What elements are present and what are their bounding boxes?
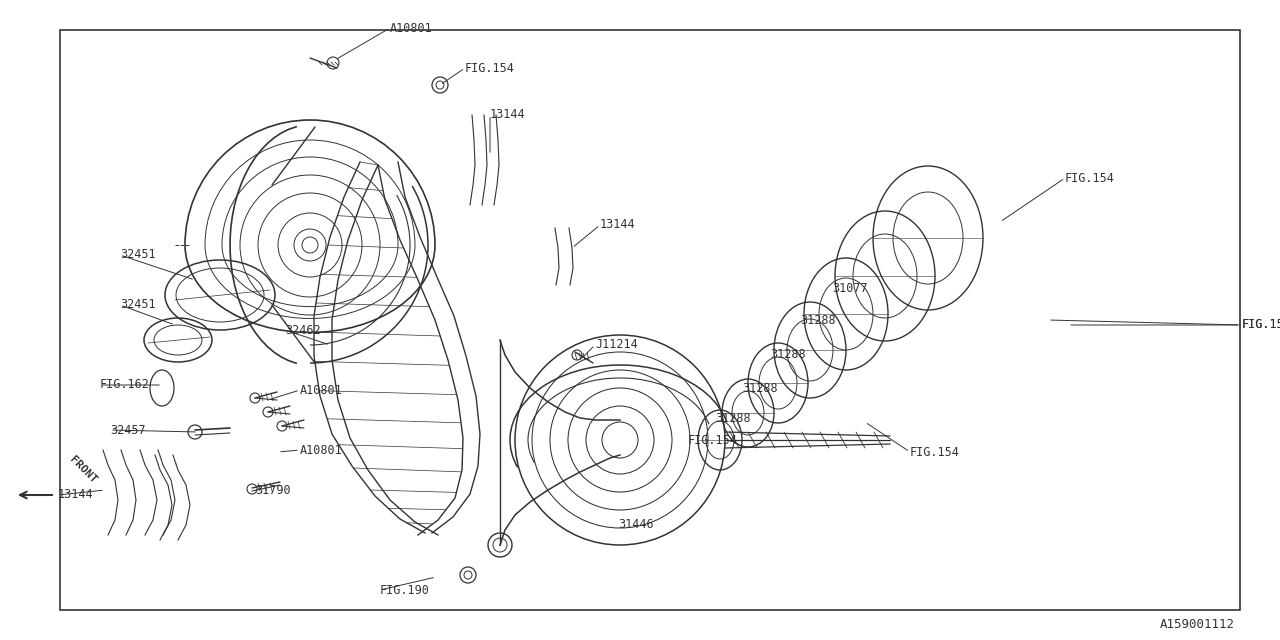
Text: 13144: 13144 <box>58 488 93 502</box>
Text: FIG.190: FIG.190 <box>380 584 430 596</box>
Text: J11214: J11214 <box>595 339 637 351</box>
Text: 31790: 31790 <box>255 483 291 497</box>
Text: A10801: A10801 <box>390 22 433 35</box>
Text: A159001112: A159001112 <box>1160 618 1235 631</box>
Text: A10801: A10801 <box>300 383 343 397</box>
Text: 32451: 32451 <box>120 298 156 312</box>
Text: 31446: 31446 <box>618 518 654 531</box>
Text: FIG.150: FIG.150 <box>1242 319 1280 332</box>
Text: FIG.154: FIG.154 <box>689 433 737 447</box>
Text: FIG.154: FIG.154 <box>1065 172 1115 184</box>
Text: 32462: 32462 <box>285 323 320 337</box>
Text: FIG.162: FIG.162 <box>100 378 150 392</box>
Text: FRONT: FRONT <box>68 454 99 485</box>
Text: 31288: 31288 <box>716 412 750 424</box>
Text: 13144: 13144 <box>600 218 636 232</box>
Text: A10801: A10801 <box>300 444 343 456</box>
Text: 31077: 31077 <box>832 282 868 294</box>
Text: 31288: 31288 <box>771 349 805 362</box>
Text: 13144: 13144 <box>490 109 526 122</box>
Text: FIG.154: FIG.154 <box>465 61 515 74</box>
Text: FIG.150: FIG.150 <box>1242 319 1280 332</box>
Text: 32451: 32451 <box>120 248 156 262</box>
Text: 31288: 31288 <box>800 314 836 326</box>
Text: 31288: 31288 <box>742 381 778 394</box>
Text: FIG.154: FIG.154 <box>910 445 960 458</box>
Text: 32457: 32457 <box>110 424 146 436</box>
